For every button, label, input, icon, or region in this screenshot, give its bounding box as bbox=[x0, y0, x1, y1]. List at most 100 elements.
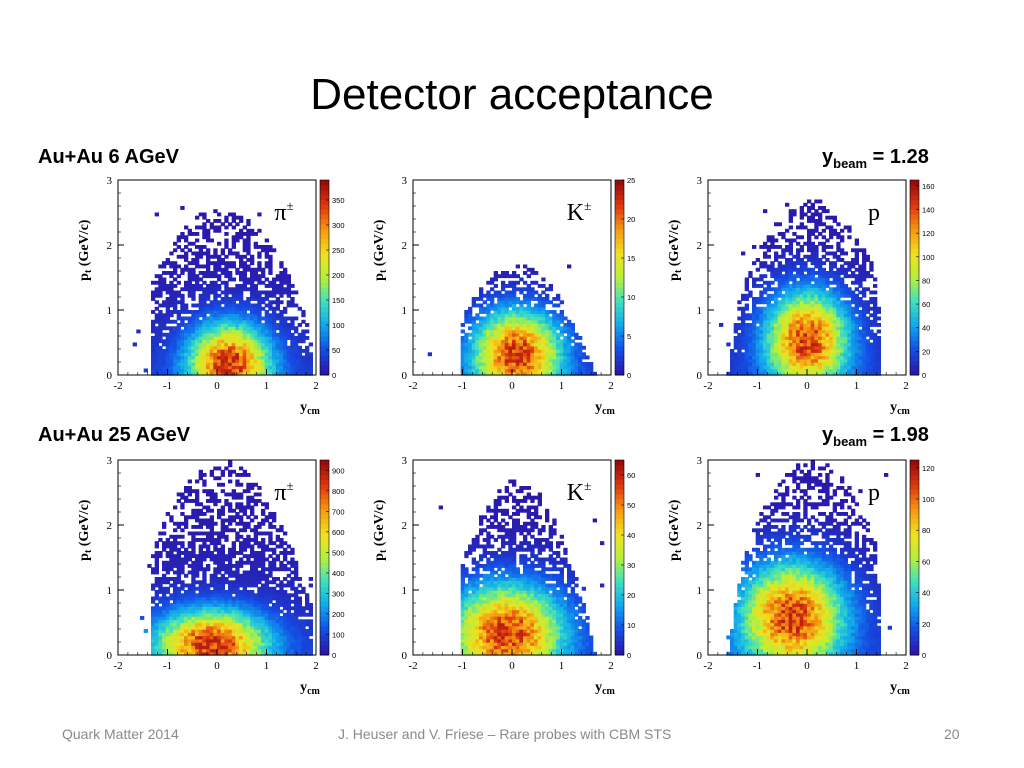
heatmap-cells bbox=[438, 479, 605, 656]
colorbar-tick-label: 80 bbox=[922, 276, 930, 285]
colorbar-tick-label: 150 bbox=[332, 296, 345, 305]
y-tick-label: 2 bbox=[697, 520, 703, 532]
particle-label: π± bbox=[274, 478, 293, 506]
x-tick-label: -2 bbox=[703, 660, 712, 672]
x-tick-label: -1 bbox=[753, 380, 762, 392]
heatmap-cells bbox=[719, 199, 881, 376]
colorbar-tick-label: 500 bbox=[332, 548, 345, 557]
ybeam-label-25agev: ybeam = 1.98 bbox=[822, 424, 929, 449]
colorbar bbox=[319, 179, 330, 376]
colorbar-tick-label: 10 bbox=[627, 621, 635, 630]
x-tick-label: 0 bbox=[214, 380, 220, 392]
colorbar bbox=[614, 179, 625, 376]
particle-label: π± bbox=[274, 198, 293, 226]
y-tick-label: 0 bbox=[107, 650, 113, 662]
y-tick-label: 3 bbox=[107, 175, 113, 187]
x-tick-label: -1 bbox=[163, 660, 172, 672]
colorbar-tick-label: 250 bbox=[332, 246, 345, 255]
colorbar-tick-label: 50 bbox=[627, 501, 635, 510]
slide-title: Detector acceptance bbox=[310, 70, 714, 119]
colorbar-tick-label: 20 bbox=[922, 347, 930, 356]
colorbar-tick-label: 0 bbox=[332, 371, 336, 380]
x-tick-label: -2 bbox=[408, 660, 417, 672]
x-tick-label: 0 bbox=[214, 660, 220, 672]
x-axis-label: ycm bbox=[595, 400, 615, 417]
colorbar-tick-label: 40 bbox=[922, 589, 930, 598]
x-axis-label: ycm bbox=[300, 400, 320, 417]
x-tick-label: 2 bbox=[903, 660, 909, 672]
x-axis-label: ycm bbox=[890, 680, 910, 697]
colorbar-tick-label: 50 bbox=[332, 346, 340, 355]
y-tick-label: 0 bbox=[402, 370, 408, 382]
colorbar-tick-label: 100 bbox=[922, 253, 935, 262]
colorbar-tick-label: 0 bbox=[922, 371, 926, 380]
row-label-6agev: Au+Au 6 AGeV bbox=[38, 146, 179, 168]
x-tick-label: -2 bbox=[408, 380, 417, 392]
colorbar-tick-label: 120 bbox=[922, 464, 935, 473]
heatmap-cells bbox=[132, 206, 313, 376]
colorbar-tick-label: 20 bbox=[922, 620, 930, 629]
x-tick-label: 1 bbox=[854, 380, 860, 392]
colorbar-tick-label: 40 bbox=[627, 531, 635, 540]
heatmap-pion-6agev: -2 -1 0 1 2 0 1 2 3 ycm pt (GeV/c) π± 0 50 100 150 200 25… bbox=[60, 172, 360, 422]
y-tick-label: 3 bbox=[402, 175, 408, 187]
x-tick-label: -2 bbox=[703, 380, 712, 392]
footer-center: J. Heuser and V. Friese – Rare probes wi… bbox=[338, 726, 672, 742]
x-tick-label: 0 bbox=[804, 660, 810, 672]
y-tick-label: 1 bbox=[697, 585, 703, 597]
heatmap-pion-25agev: -2 -1 0 1 2 0 1 2 3 ycm pt (GeV/c) π± 0 100 200 300 400 5… bbox=[60, 452, 360, 702]
colorbar bbox=[909, 459, 920, 656]
colorbar-tick-label: 300 bbox=[332, 589, 345, 598]
y-tick-label: 3 bbox=[107, 455, 113, 467]
colorbar-tick-label: 350 bbox=[332, 196, 345, 205]
particle-label: K± bbox=[567, 198, 591, 226]
footer-left: Quark Matter 2014 bbox=[62, 726, 179, 742]
y-tick-label: 3 bbox=[697, 175, 703, 187]
x-tick-label: 2 bbox=[608, 660, 614, 672]
y-axis-label: pt (GeV/c) bbox=[667, 499, 684, 561]
y-tick-label: 1 bbox=[402, 305, 408, 317]
colorbar-tick-label: 140 bbox=[922, 206, 935, 215]
x-axis-label: ycm bbox=[595, 680, 615, 697]
colorbar-tick-label: 700 bbox=[332, 507, 345, 516]
y-tick-label: 3 bbox=[697, 455, 703, 467]
colorbar-tick-label: 20 bbox=[627, 215, 635, 224]
x-tick-label: 2 bbox=[608, 380, 614, 392]
x-tick-label: 0 bbox=[804, 380, 810, 392]
x-tick-label: 1 bbox=[559, 660, 565, 672]
y-tick-label: 3 bbox=[402, 455, 408, 467]
y-tick-label: 1 bbox=[697, 305, 703, 317]
colorbar-tick-label: 800 bbox=[332, 487, 345, 496]
colorbar-tick-label: 0 bbox=[922, 651, 926, 660]
y-axis-label: pt (GeV/c) bbox=[77, 499, 94, 561]
colorbar-tick-label: 20 bbox=[627, 591, 635, 600]
x-tick-label: 2 bbox=[903, 380, 909, 392]
colorbar bbox=[319, 459, 330, 656]
x-tick-label: -1 bbox=[163, 380, 172, 392]
x-tick-label: -1 bbox=[753, 660, 762, 672]
x-tick-label: 1 bbox=[264, 380, 270, 392]
x-tick-label: 0 bbox=[509, 660, 515, 672]
x-axis-label: ycm bbox=[890, 400, 910, 417]
x-tick-label: 2 bbox=[313, 660, 319, 672]
x-tick-label: 1 bbox=[264, 660, 270, 672]
y-tick-label: 2 bbox=[402, 520, 408, 532]
particle-label: p bbox=[868, 200, 880, 226]
heatmap-kaon-25agev: -2 -1 0 1 2 0 1 2 3 ycm pt (GeV/c) K± 0 10 20 30 40 50 60 bbox=[355, 452, 655, 702]
colorbar-tick-label: 160 bbox=[922, 182, 935, 191]
heatmap-cells bbox=[427, 264, 597, 376]
colorbar-tick-label: 30 bbox=[627, 561, 635, 570]
colorbar-tick-label: 200 bbox=[332, 271, 345, 280]
colorbar-tick-label: 25 bbox=[627, 176, 635, 185]
y-tick-label: 1 bbox=[107, 305, 113, 317]
y-tick-label: 2 bbox=[697, 240, 703, 252]
colorbar-tick-label: 600 bbox=[332, 528, 345, 537]
x-tick-label: 0 bbox=[509, 380, 515, 392]
heatmap-proton-6agev: -2 -1 0 1 2 0 1 2 3 ycm pt (GeV/c) p 0 20 40 60 80 100 120… bbox=[650, 172, 950, 422]
y-tick-label: 2 bbox=[107, 520, 113, 532]
colorbar-tick-label: 400 bbox=[332, 569, 345, 578]
y-tick-label: 2 bbox=[402, 240, 408, 252]
x-tick-label: -2 bbox=[113, 380, 122, 392]
x-tick-label: -2 bbox=[113, 660, 122, 672]
y-tick-label: 0 bbox=[697, 650, 703, 662]
